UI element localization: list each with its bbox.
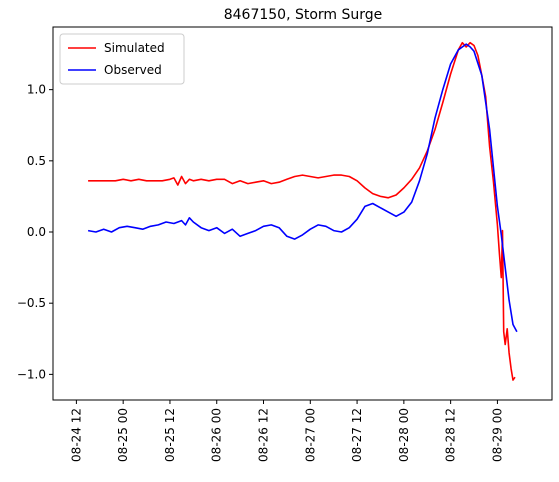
legend: Simulated Observed	[59, 33, 185, 85]
x-tick-label: 08-25 00	[116, 408, 130, 462]
y-tick-label: 0.5	[27, 154, 46, 168]
y-tick-label: −1.0	[17, 367, 46, 381]
x-tick-label: 08-28 00	[397, 408, 411, 462]
x-tick-label: 08-25 12	[163, 408, 177, 462]
series-layer	[87, 41, 518, 381]
legend-box	[59, 33, 185, 85]
x-axis: 08-24 12 08-25 00 08-25 12 08-26 00 08-26 12…	[69, 400, 504, 462]
y-axis: 1.0 0.5 0.0 −0.5 −1.0	[17, 83, 53, 381]
legend-label-observed: Observed	[104, 63, 162, 77]
x-tick-label: 08-27 00	[303, 408, 317, 462]
x-tick-label: 08-24 12	[69, 408, 83, 462]
legend-label-simulated: Simulated	[104, 41, 165, 55]
x-tick-label: 08-28 12	[444, 408, 458, 462]
series-line-simulated	[88, 41, 516, 381]
x-tick-label: 08-26 00	[210, 408, 224, 462]
y-tick-label: 0.0	[27, 225, 46, 239]
x-tick-label: 08-26 12	[257, 408, 271, 462]
plot-frame	[52, 26, 553, 401]
chart-title: 8467150, Storm Surge	[224, 7, 383, 23]
y-tick-label: 1.0	[27, 83, 46, 97]
y-tick-label: −0.5	[17, 296, 46, 310]
x-tick-label: 08-29 00	[490, 408, 504, 462]
series-line-observed	[87, 43, 518, 333]
x-tick-label: 08-27 12	[350, 408, 364, 462]
